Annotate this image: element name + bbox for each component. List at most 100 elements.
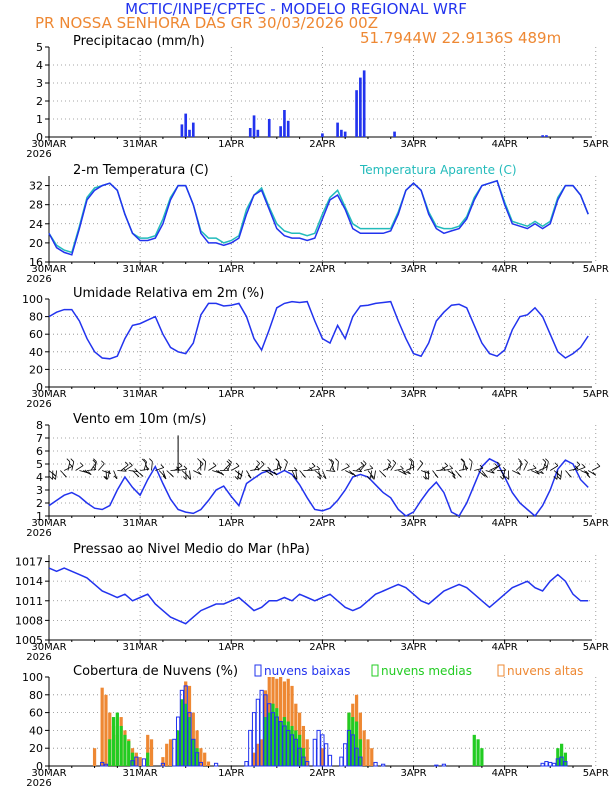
y-tick-label: 40 bbox=[29, 724, 43, 737]
wind-barb bbox=[257, 463, 265, 471]
x-tick-label: 5APR bbox=[583, 768, 609, 779]
cloud-bar-nuvens-altas bbox=[100, 687, 104, 766]
cloud-bar-nuvens-medias bbox=[115, 712, 119, 766]
precip-bar bbox=[359, 77, 362, 137]
cloud-bar-nuvens-baixas bbox=[339, 756, 344, 767]
wind-barb-flag bbox=[444, 462, 449, 467]
wind-barb bbox=[523, 462, 528, 471]
cloud-bar-nuvens-baixas bbox=[563, 761, 568, 767]
wind-barb-flag bbox=[182, 476, 187, 480]
wind-barb-flag bbox=[328, 458, 332, 463]
wind-barb bbox=[322, 470, 327, 479]
cloud-bar-nuvens-baixas bbox=[297, 747, 302, 767]
cloud-bar-nuvens-baixas bbox=[248, 729, 253, 767]
cloud-bar-nuvens-medias bbox=[290, 725, 294, 766]
wind-barb bbox=[502, 470, 506, 480]
x-tick-label: 1APR bbox=[218, 139, 244, 150]
cloud-bar-nuvens-baixas bbox=[278, 721, 283, 767]
wind-barb-flag bbox=[400, 465, 404, 470]
y-tick-label: 2 bbox=[36, 497, 43, 510]
wind-barb-flag bbox=[220, 471, 225, 476]
wind-barb-flag bbox=[202, 458, 206, 462]
y-tick-label: 16 bbox=[29, 256, 43, 269]
y-tick-label: 6 bbox=[36, 445, 43, 458]
wind-barb bbox=[560, 470, 563, 480]
y-tick-label: 1011 bbox=[15, 595, 43, 608]
cloud-bar-nuvens-altas bbox=[149, 739, 154, 766]
precip-bar bbox=[180, 124, 184, 137]
wind-barb-flag bbox=[360, 461, 365, 466]
wind-barb bbox=[120, 464, 129, 471]
legend-high-clouds-swatch bbox=[497, 664, 505, 677]
x-tick-label: 3APR bbox=[400, 389, 426, 400]
wind-barb bbox=[331, 461, 335, 471]
precip-bar bbox=[541, 135, 544, 137]
y-tick-label: 80 bbox=[29, 689, 43, 702]
wind-barb bbox=[90, 462, 97, 471]
wind-barb-flag bbox=[293, 467, 298, 471]
wind-barb-flag bbox=[505, 476, 510, 480]
wind-barb bbox=[474, 467, 484, 471]
year-label: 2026 bbox=[26, 399, 51, 410]
y-tick-label: 100 bbox=[22, 293, 43, 306]
cloud-bar-nuvens-baixas bbox=[213, 762, 219, 767]
wind-barb bbox=[527, 467, 537, 471]
wind-barb bbox=[398, 470, 407, 475]
cloud-bar-nuvens-altas bbox=[92, 748, 97, 766]
wind-barb-flag bbox=[568, 473, 572, 478]
panel-title: Cobertura de Nuvens (%) bbox=[73, 664, 238, 679]
y-tick-label: 24 bbox=[29, 218, 43, 231]
x-tick-label: 4APR bbox=[492, 389, 518, 400]
wind-barb-flag bbox=[481, 473, 486, 477]
wind-barb bbox=[295, 470, 298, 480]
wind-barb-flag bbox=[311, 462, 316, 467]
cloud-bar-nuvens-baixas bbox=[134, 756, 139, 767]
wind-barb bbox=[276, 461, 280, 471]
cloud-bar-nuvens-medias bbox=[119, 725, 123, 766]
wind-barb bbox=[534, 470, 544, 474]
wind-barb bbox=[556, 470, 559, 480]
wind-barb-flag bbox=[93, 458, 97, 462]
wind-barb bbox=[409, 461, 413, 471]
wind-barb-flag bbox=[576, 461, 581, 465]
precip-bar bbox=[267, 119, 271, 137]
precip-bar bbox=[340, 129, 343, 137]
wind-barb-flag bbox=[103, 476, 108, 480]
wind-barb-flag bbox=[149, 458, 153, 462]
cloud-bar-nuvens-baixas bbox=[100, 761, 105, 767]
cloud-bar-nuvens-baixas bbox=[343, 743, 348, 767]
year-label: 2026 bbox=[26, 274, 51, 285]
y-tick-label: 40 bbox=[29, 346, 43, 359]
cloud-bar-nuvens-medias bbox=[480, 748, 484, 766]
x-tick-label: 3APR bbox=[400, 139, 426, 150]
apparent-temperature-line bbox=[48, 179, 589, 254]
wind-barb-flag bbox=[502, 466, 507, 471]
wind-barb-flag bbox=[517, 471, 521, 475]
x-tick-label: 2APR bbox=[309, 389, 335, 400]
wind-barb bbox=[155, 467, 164, 471]
wind-barb-flag bbox=[52, 476, 56, 480]
cloud-bar-nuvens-medias bbox=[271, 703, 275, 766]
wind-barb-flag bbox=[66, 458, 71, 462]
wind-barb-flag bbox=[425, 476, 429, 480]
wind-barb bbox=[204, 461, 207, 471]
year-label: 2026 bbox=[26, 149, 51, 160]
wind-barb bbox=[71, 461, 75, 471]
precip-bar bbox=[188, 129, 191, 137]
legend-high-clouds: nuvens altas bbox=[507, 664, 583, 678]
cloud-bar-nuvens-altas bbox=[161, 757, 165, 766]
cloud-bar-nuvens-medias bbox=[191, 739, 195, 766]
wind-barb bbox=[107, 470, 111, 480]
cloud-bar-nuvens-medias bbox=[563, 752, 568, 766]
cloud-bar-nuvens-baixas bbox=[544, 761, 549, 767]
wind-barb bbox=[94, 461, 97, 471]
cloud-bar-nuvens-altas bbox=[301, 725, 306, 766]
wind-barb-flag bbox=[545, 458, 549, 462]
wind-barb-flag bbox=[197, 458, 201, 462]
x-tick-label: 2APR bbox=[309, 518, 335, 529]
wind-barb bbox=[580, 470, 589, 475]
wind-barb bbox=[451, 470, 456, 479]
wind-barb bbox=[75, 465, 84, 471]
cloud-bar-nuvens-altas bbox=[165, 743, 169, 766]
wind-barb bbox=[239, 470, 244, 480]
